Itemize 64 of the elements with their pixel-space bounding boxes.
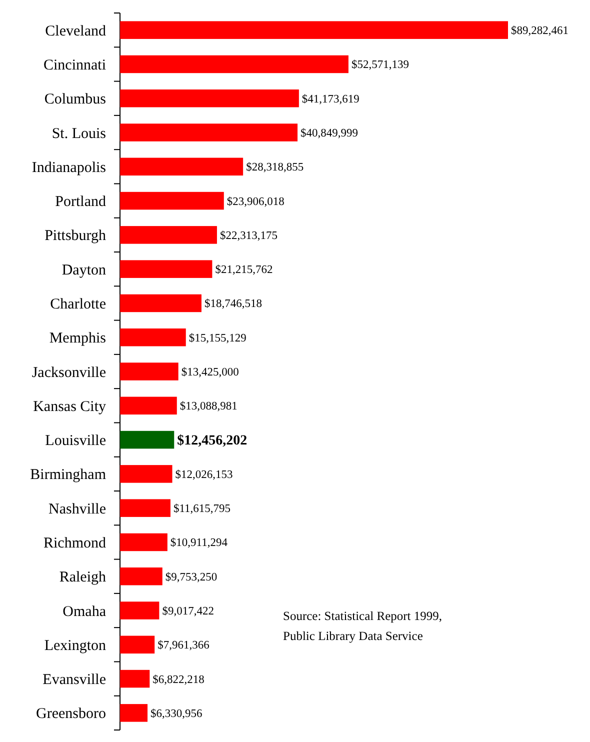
bar [120,192,224,210]
y-tick-label: Greensboro [36,706,106,722]
y-tick-label: Charlotte [50,296,106,312]
bar [120,362,178,380]
data-label: $41,173,619 [302,93,360,106]
y-tick-label: Pittsburgh [44,228,106,244]
data-label: $10,911,294 [170,537,228,550]
data-label: $7,961,366 [158,640,210,652]
bar [120,21,508,39]
data-label: $9,017,422 [162,606,214,618]
bar [120,704,148,722]
data-label: $13,425,000 [181,366,240,379]
data-label: $13,088,981 [180,400,238,413]
y-tick-label: Louisville [45,433,106,450]
y-tick-label: Kansas City [33,398,106,415]
y-tick-label: Omaha [62,604,106,620]
bar [120,55,348,74]
bar [120,89,299,108]
data-label: $21,215,762 [215,264,273,276]
bar [120,636,155,654]
bar [120,226,217,244]
annotation: Source: Statistical Report 1999, Public Library Data Service [283,609,442,643]
y-tick-label: Cincinnati [44,57,106,74]
y-tick-label: Dayton [62,262,106,278]
bar [120,567,162,586]
y-tick-label: Richmond [44,535,106,552]
y-tick-label: Portland [55,194,106,210]
y-tick-label: Raleigh [59,570,106,586]
bar [120,294,202,312]
y-tick-label: Indianapolis [32,160,106,176]
data-label: $6,822,218 [152,674,205,686]
bar [120,670,150,688]
bar [120,465,172,483]
y-tick-label: Evansville [42,672,106,688]
bar [120,158,244,176]
y-tick-label: Jacksonville [32,364,106,381]
data-label: $6,330,956 [150,708,203,720]
bar [120,430,174,449]
bar [120,260,212,278]
y-tick-label: Nashville [48,501,106,518]
data-label: $52,571,139 [351,59,410,72]
y-tick-label: Lexington [44,638,106,654]
bar [120,499,170,517]
bar [120,124,298,142]
data-label: $11,615,795 [173,503,231,516]
bar [120,602,160,620]
data-label: $40,849,999 [300,128,358,140]
bar [120,533,168,552]
data-label: $22,313,175 [220,230,278,242]
data-label: $12,456,202 [177,434,248,449]
y-tick-label: Birmingham [30,467,106,484]
y-tick-label: Columbus [44,92,106,108]
data-label: $18,746,518 [204,298,262,310]
data-label: $12,026,153 [175,468,234,481]
bar [120,328,186,346]
data-label: $89,282,461 [511,25,569,38]
bar [120,396,177,415]
y-tick-label: Cleveland [45,23,106,40]
data-label: $15,155,129 [188,332,247,344]
data-label: $23,906,018 [226,196,285,208]
data-label: $9,753,250 [165,571,218,584]
data-label: $28,318,855 [246,162,304,174]
y-tick-label: Memphis [49,330,106,347]
y-tick-label: St. Louis [52,126,106,142]
